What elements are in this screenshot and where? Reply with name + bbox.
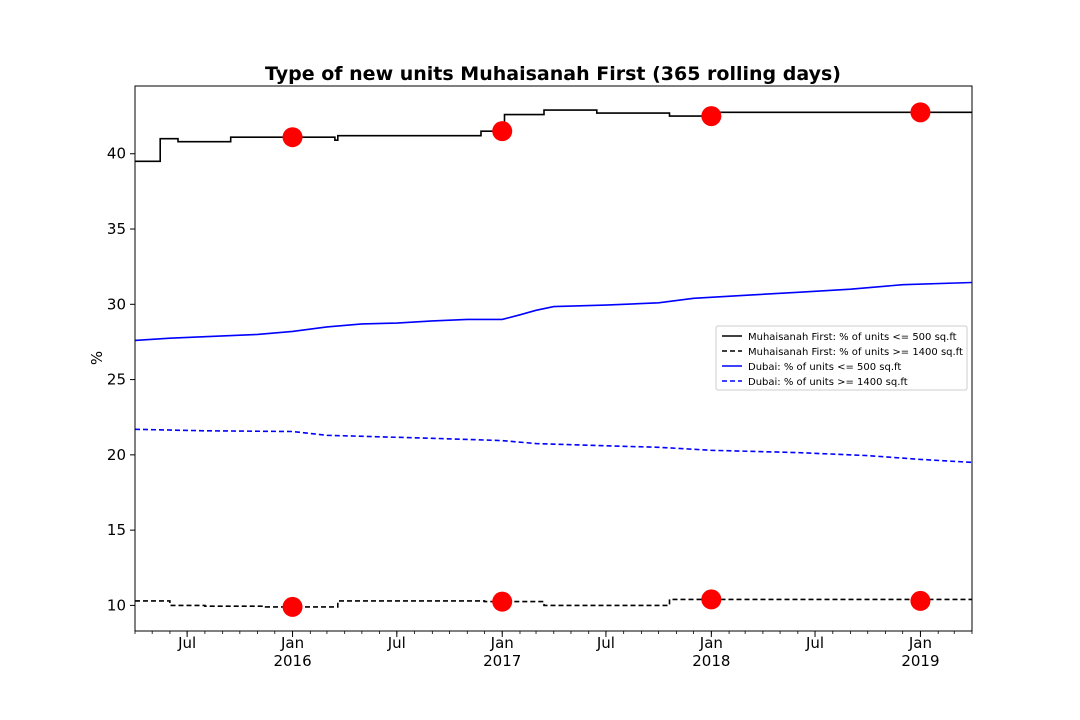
- y-axis-label: %: [88, 351, 106, 365]
- series-line-1: [135, 109, 972, 163]
- x-tick-label: Jul: [596, 634, 615, 652]
- x-tick-label: Jan: [699, 634, 723, 652]
- legend: Muhaisanah First: % of units <= 500 sq.f…: [715, 325, 968, 391]
- y-tick-label: 40: [107, 145, 126, 163]
- x-tick-label: Jan: [280, 634, 304, 652]
- y-tick-label: 35: [107, 220, 126, 238]
- y-tick-label: 15: [107, 521, 126, 539]
- plot-area: [134, 102, 973, 617]
- marker-point: [701, 589, 722, 610]
- legend-label: Dubai: % of units >= 1400 sq.ft: [748, 377, 908, 388]
- x-tick-year-label: 2017: [483, 652, 521, 670]
- x-tick-year-label: 2018: [692, 652, 730, 670]
- x-tick-label: Jan: [490, 634, 514, 652]
- x-tick-label: Jul: [387, 634, 406, 652]
- legend-label: Muhaisanah First: % of units <= 500 sq.f…: [748, 332, 957, 343]
- y-tick-label: 20: [107, 446, 126, 464]
- marker-point: [492, 121, 513, 142]
- marker-point: [492, 591, 513, 612]
- marker-point: [910, 102, 931, 123]
- series-line-4: [134, 428, 973, 464]
- chart-title: Type of new units Muhaisanah First (365 …: [265, 63, 841, 85]
- series-line-2: [135, 598, 972, 608]
- y-tick-label: 10: [107, 596, 126, 614]
- legend-box: [715, 325, 968, 391]
- x-tick-year-label: 2016: [273, 652, 311, 670]
- legend-label: Dubai: % of units <= 500 sq.ft: [748, 362, 901, 373]
- x-tick-label: Jan: [908, 634, 932, 652]
- y-tick-label: 30: [107, 295, 126, 313]
- marker-point: [701, 106, 722, 127]
- x-tick-year-label: 2019: [901, 652, 939, 670]
- marker-point: [282, 127, 303, 148]
- legend-label: Muhaisanah First: % of units >= 1400 sq.…: [748, 347, 963, 358]
- y-tick-label: 25: [107, 371, 126, 389]
- x-tick-label: Jul: [177, 634, 196, 652]
- marker-point: [282, 596, 303, 617]
- marker-point: [910, 590, 931, 611]
- series-line-3: [134, 281, 973, 342]
- x-tick-label: Jul: [805, 634, 824, 652]
